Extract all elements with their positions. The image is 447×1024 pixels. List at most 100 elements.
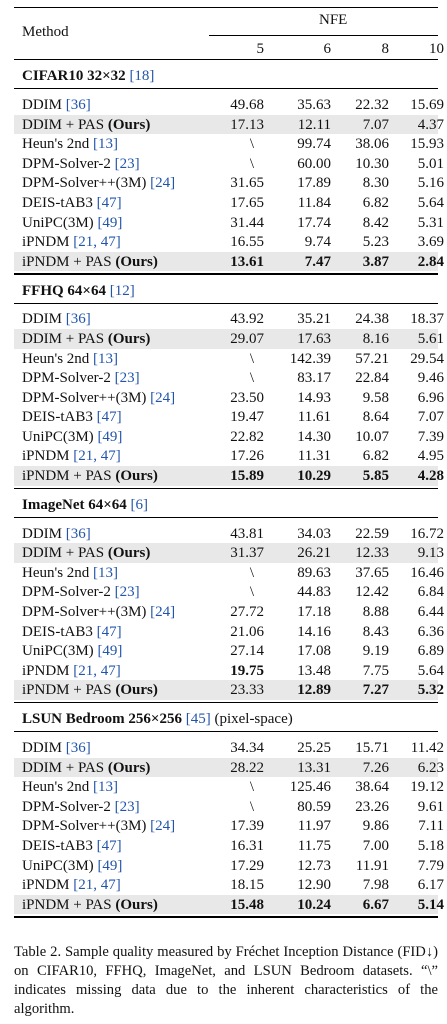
section-rule (14, 273, 438, 275)
citation-link[interactable]: [36] (65, 311, 91, 328)
fid-value: 26.21 (297, 545, 331, 562)
citation-link[interactable]: [21, 47] (73, 877, 121, 894)
fid-value: 22.82 (230, 428, 264, 445)
table-row: DEIS-tAB3 [47] 16.31 11.75 7.00 5.18 (14, 836, 444, 856)
citation-link[interactable]: [49] (97, 214, 123, 231)
table-row: iPNDM [21, 47] 17.26 11.31 6.82 4.95 (14, 446, 444, 466)
citation-link[interactable]: [45] (185, 711, 211, 728)
citation-link[interactable]: [49] (97, 428, 123, 445)
fid-value: \ (249, 370, 254, 387)
nfe-value: 10 (429, 41, 444, 57)
section-rule (14, 701, 438, 704)
citation-link[interactable]: [47] (96, 623, 122, 640)
citation-link[interactable]: [13] (93, 136, 119, 153)
ours-label: (Ours) (107, 545, 151, 562)
fid-value: 11.42 (410, 739, 444, 756)
citation-link[interactable]: [36] (65, 96, 91, 113)
fid-value: 5.23 (362, 234, 389, 251)
citation-link[interactable]: [13] (93, 564, 119, 581)
ours-label: (Ours) (107, 330, 151, 347)
method-label: UniPC(3M) (22, 857, 98, 874)
fid-value: 9.13 (417, 545, 444, 562)
table-row: DPM-Solver++(3M) [24] 31.65 17.89 8.30 5.16 (14, 173, 444, 193)
method-label: DDIM (22, 525, 66, 542)
nfe-value: 8 (381, 41, 390, 57)
table-row: DDIM [36] 43.92 35.21 24.38 18.37 (14, 309, 444, 329)
table-row: iPNDM + PAS (Ours) 23.33 12.89 7.27 5.32 (14, 680, 444, 700)
citation-link[interactable]: [24] (150, 604, 176, 621)
citation-link[interactable]: [12] (109, 282, 135, 299)
bottom-rule (14, 916, 438, 918)
fid-value: 11.97 (297, 818, 331, 835)
fid-value: 5.64 (417, 194, 444, 211)
top-rule (14, 7, 438, 8)
method-label: UniPC(3M) (22, 643, 98, 660)
fid-value: 11.91 (355, 857, 389, 874)
table-row: DPM-Solver++(3M) [24] 27.72 17.18 8.88 6.44 (14, 602, 444, 622)
citation-link[interactable]: [18] (129, 68, 155, 85)
fid-value: 14.16 (297, 623, 331, 640)
fid-value: 22.59 (355, 525, 389, 542)
table-row: DDIM + PAS (Ours) 17.13 12.11 7.07 4.37 (14, 114, 444, 135)
table-caption: Table 2. Sample quality measured by Fréc… (14, 944, 438, 1017)
citation-link[interactable]: [49] (97, 643, 123, 660)
fid-value: 14.30 (297, 428, 331, 445)
citation-link[interactable]: [13] (93, 350, 119, 367)
fid-value: \ (249, 136, 254, 153)
method-label: Heun's 2nd (22, 779, 94, 796)
fid-value: 31.44 (230, 214, 264, 231)
method-name: UniPC(3M) [49] (22, 856, 122, 876)
fid-value: 5.14 (417, 896, 444, 913)
fid-value: 22.32 (355, 96, 389, 113)
fid-value: 12.90 (297, 877, 331, 894)
table-row: iPNDM [21, 47] 19.75 13.48 7.75 5.64 (14, 661, 444, 681)
table-row: Heun's 2nd [13] \ 99.74 38.06 15.93 (14, 134, 444, 154)
table-body: CIFAR10 32×32 [18] DDIM [36] 49.68 35.63 22.… (14, 59, 444, 918)
method-name: DDIM [36] (22, 738, 91, 758)
fid-value: 17.26 (230, 448, 264, 465)
fid-value: 4.95 (417, 448, 444, 465)
citation-link[interactable]: [49] (97, 857, 123, 874)
citation-link[interactable]: [24] (150, 818, 176, 835)
fid-value: 8.64 (362, 409, 389, 426)
fid-value: 5.31 (417, 214, 444, 231)
fid-value: 43.81 (230, 525, 264, 542)
citation-link[interactable]: [21, 47] (73, 662, 121, 679)
table-row: DDIM + PAS (Ours) 28.22 13.31 7.26 6.23 (14, 757, 444, 778)
citation-link[interactable]: [24] (150, 175, 176, 192)
method-label: DDIM (22, 96, 66, 113)
citation-link[interactable]: [23] (114, 155, 140, 172)
citation-link[interactable]: [23] (114, 370, 140, 387)
citation-link[interactable]: [47] (96, 409, 122, 426)
ours-label: (Ours) (107, 759, 151, 776)
citation-link[interactable]: [47] (96, 837, 122, 854)
fid-value: 16.31 (230, 837, 264, 854)
citation-link[interactable]: [21, 47] (73, 234, 121, 251)
fid-value: 142.39 (289, 350, 331, 367)
citation-link[interactable]: [23] (114, 584, 140, 601)
citation-link[interactable]: [36] (65, 525, 91, 542)
citation-link[interactable]: [23] (114, 798, 140, 815)
fid-value: 57.21 (355, 350, 389, 367)
dataset-name: LSUN Bedroom 256×256 (22, 711, 182, 728)
citation-link[interactable]: [24] (150, 389, 176, 406)
fid-value: 13.61 (230, 253, 264, 270)
method-label: DDIM + PAS (22, 545, 108, 562)
fid-value: 15.48 (230, 896, 264, 913)
method-label: iPNDM + PAS (22, 896, 116, 913)
fid-value: 17.65 (230, 194, 264, 211)
method-name: iPNDM + PAS (Ours) (22, 895, 158, 915)
citation-link[interactable]: [47] (96, 194, 122, 211)
table-row: UniPC(3M) [49] 17.29 12.73 11.91 7.79 (14, 856, 444, 876)
citation-link[interactable]: [6] (130, 496, 149, 513)
method-name: DDIM [36] (22, 524, 91, 544)
table-row: Heun's 2nd [13] \ 142.39 57.21 29.54 (14, 349, 444, 369)
method-label: DPM-Solver-2 (22, 798, 115, 815)
fid-value: 15.89 (230, 468, 264, 485)
citation-link[interactable]: [13] (93, 779, 119, 796)
citation-link[interactable]: [36] (65, 739, 91, 756)
citation-link[interactable]: [21, 47] (73, 448, 121, 465)
method-header: Method (22, 24, 69, 40)
fid-value: 10.24 (297, 896, 331, 913)
fid-value: 6.89 (417, 643, 444, 660)
